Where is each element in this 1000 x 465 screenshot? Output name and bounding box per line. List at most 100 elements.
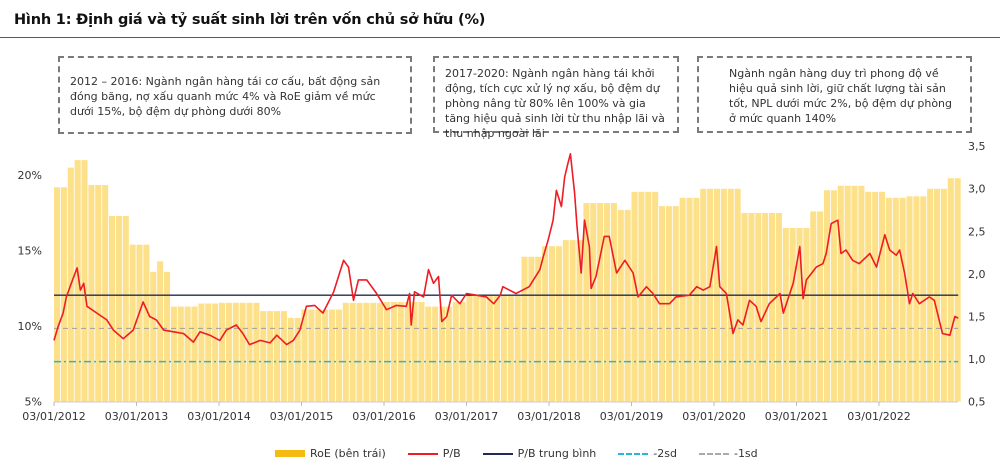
- roe-bar: [260, 311, 267, 402]
- roe-bar: [494, 296, 501, 402]
- roe-bar: [830, 190, 837, 402]
- y-left-tick-label: 20%: [18, 169, 42, 182]
- roe-bar: [569, 240, 576, 402]
- roe-bar: [280, 311, 287, 402]
- roe-bar: [411, 302, 418, 402]
- roe-bar: [54, 187, 61, 402]
- y-right-tick-label: 1,0: [968, 353, 986, 366]
- y-right-tick-label: 3,5: [968, 140, 986, 153]
- x-tick-label: 03/01/2018: [517, 410, 580, 423]
- legend-label: RoE (bên trái): [310, 447, 386, 460]
- legend-item-pb: P/B: [407, 447, 461, 460]
- roe-bar: [136, 244, 143, 402]
- roe-bar: [308, 309, 315, 402]
- roe-bar: [322, 309, 329, 402]
- sd2-swatch: [618, 452, 649, 455]
- roe-bar: [672, 206, 679, 402]
- roe-bar: [542, 246, 549, 402]
- roe-bar: [95, 185, 102, 402]
- roe-bar: [480, 296, 487, 402]
- legend-item-1sd: -1sd: [698, 447, 758, 460]
- roe-bar: [775, 212, 782, 402]
- roe-bar: [287, 317, 294, 402]
- roe-bar: [583, 203, 590, 402]
- roe-bar: [191, 306, 198, 402]
- roe-swatch: [275, 450, 305, 457]
- roe-bar: [748, 212, 755, 402]
- roe-bar: [439, 306, 446, 402]
- roe-bar: [872, 191, 879, 402]
- roe-bar: [335, 309, 342, 402]
- x-tick-label: 03/01/2012: [22, 410, 85, 423]
- roe-bar: [473, 296, 480, 402]
- annotation-box-2021-2022: Ngành ngân hàng duy trì phong độ về hiệu…: [697, 56, 972, 133]
- roe-bar: [631, 191, 638, 402]
- annotation-text: Ngành ngân hàng duy trì phong độ về hiệu…: [729, 67, 953, 125]
- roe-bar: [452, 302, 459, 402]
- roe-bar: [879, 191, 886, 402]
- y-right-tick-label: 1,5: [968, 311, 986, 324]
- pb-line: [53, 153, 959, 346]
- roe-bar: [157, 261, 164, 402]
- annotation-text: 2017-2020: Ngành ngân hàng tái khởi động…: [445, 67, 665, 140]
- x-tick-label: 03/01/2014: [187, 410, 250, 423]
- roe-bar: [555, 246, 562, 402]
- roe-bar: [562, 240, 569, 402]
- annotation-box-2012-2016: 2012 – 2016: Ngành ngân hàng tái cơ cấu,…: [58, 56, 412, 134]
- sd1-swatch: [698, 452, 729, 455]
- y-left-tick-label: 5%: [25, 396, 42, 409]
- roe-bar: [617, 209, 624, 402]
- x-tick-label: 03/01/2019: [600, 410, 663, 423]
- annotation-box-2017-2020: 2017-2020: Ngành ngân hàng tái khởi động…: [433, 56, 679, 140]
- legend-item-2sd: -2sd: [618, 447, 677, 460]
- roe-bar: [638, 191, 645, 402]
- roe-bar: [535, 256, 542, 402]
- roe-bar: [212, 303, 219, 402]
- roe-bar: [102, 185, 109, 402]
- roe-bar: [198, 303, 205, 402]
- roe-bar: [514, 296, 521, 402]
- legend-label: P/B: [442, 447, 461, 460]
- roe-bar: [741, 212, 748, 402]
- x-tick-label: 03/01/2013: [105, 410, 168, 423]
- roe-bar: [225, 302, 232, 402]
- roe-bar: [920, 196, 927, 402]
- roe-bar: [824, 190, 831, 402]
- roe-bar: [184, 306, 191, 402]
- y-right-tick-label: 3,0: [968, 183, 986, 196]
- x-tick-label: 03/01/2016: [352, 410, 415, 423]
- pb-swatch: [407, 452, 438, 455]
- roe-bar: [865, 191, 872, 402]
- roe-bar: [274, 311, 281, 402]
- roe-bar: [150, 271, 157, 402]
- roe-bar: [837, 185, 844, 402]
- roe-bar: [170, 306, 177, 402]
- roe-bar: [624, 209, 631, 402]
- roe-bar: [782, 228, 789, 402]
- roe-bar: [143, 244, 150, 402]
- roe-bar: [129, 244, 136, 402]
- roe-bar: [418, 302, 425, 402]
- roe-bar: [604, 203, 611, 402]
- roe-bar: [796, 228, 803, 402]
- roe-bar: [549, 246, 556, 402]
- roe-bar: [342, 302, 349, 402]
- roe-bar: [947, 178, 954, 402]
- roe-bar: [858, 185, 865, 402]
- roe-bar: [164, 271, 171, 402]
- roe-bar: [88, 185, 95, 402]
- legend-label: -2sd: [653, 447, 677, 460]
- y-right-tick-label: 0,5: [968, 396, 986, 409]
- roe-bar: [459, 302, 466, 402]
- roe-bar: [487, 296, 494, 402]
- roe-bar: [789, 228, 796, 402]
- roe-bar: [60, 187, 67, 402]
- roe-bar: [610, 203, 617, 402]
- legend: RoE (bên trái) P/B P/B trung bình -2sd -…: [275, 447, 758, 460]
- roe-bar: [528, 256, 535, 402]
- roe-bar: [315, 309, 322, 402]
- roe-bar: [425, 306, 432, 402]
- roe-bar: [384, 302, 391, 402]
- y-right-tick-label: 2,0: [968, 268, 986, 281]
- roe-bar: [686, 197, 693, 402]
